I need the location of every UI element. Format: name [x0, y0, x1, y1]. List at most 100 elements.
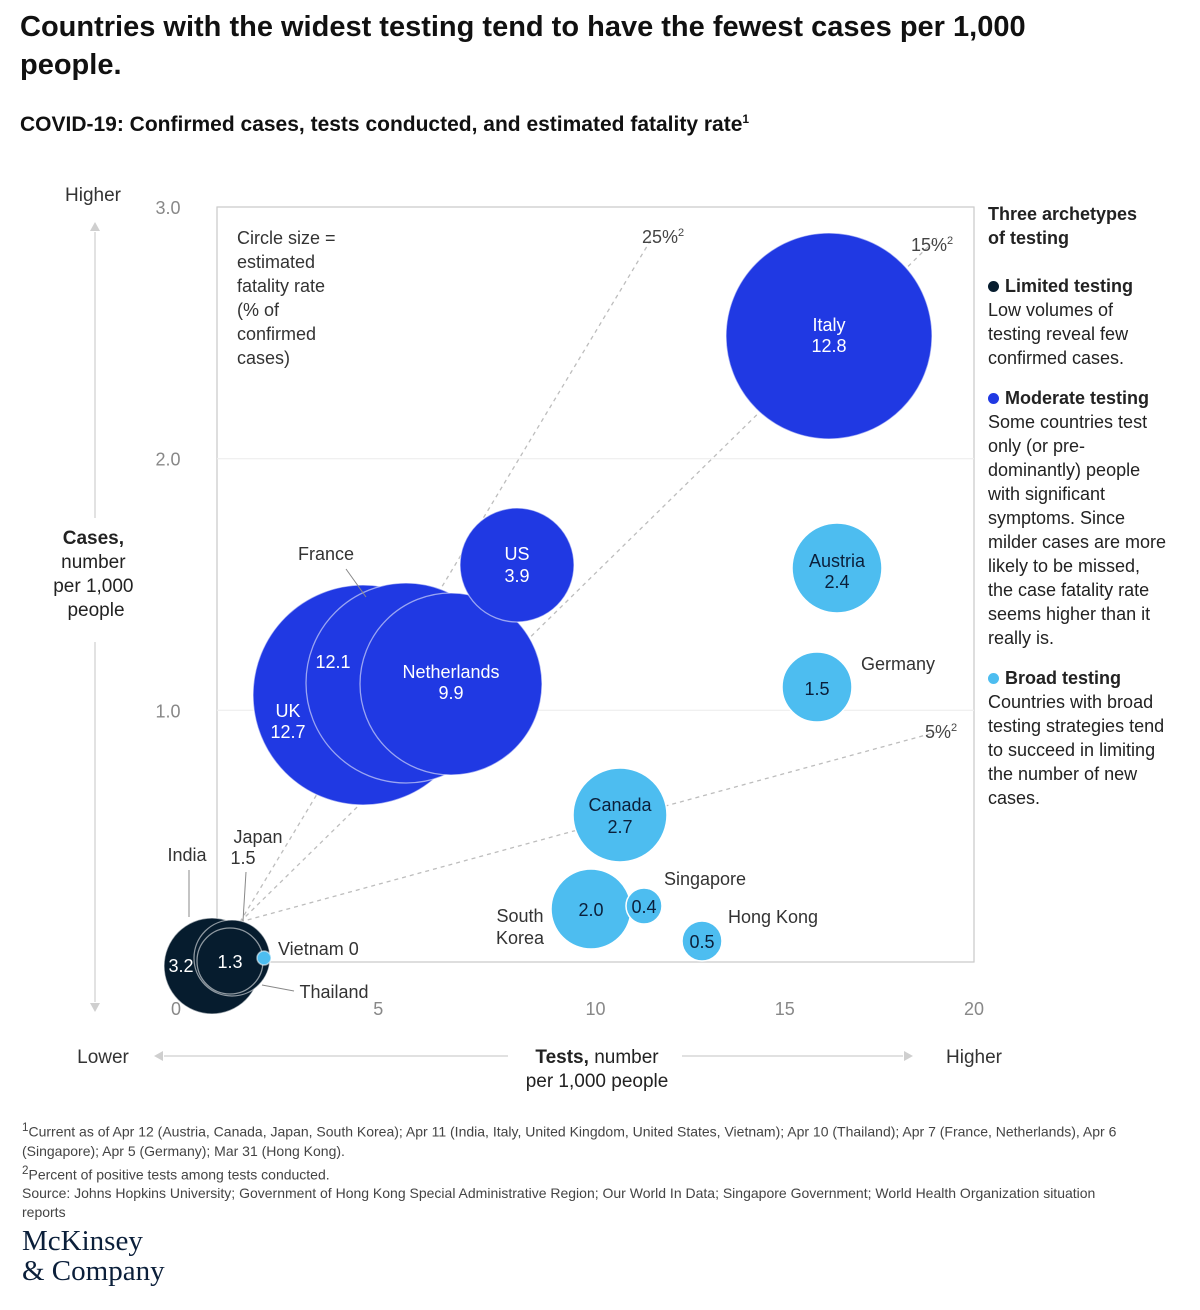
y-axis-arrow-down — [90, 1003, 100, 1012]
reference-line-value: 25% — [642, 227, 678, 247]
bubble-value: 0.5 — [689, 932, 714, 952]
logo-line: & Company — [22, 1255, 165, 1287]
legend-group-broad: Broad testing Countries with broad testi… — [988, 666, 1168, 810]
leader-line — [242, 871, 247, 922]
x-tick-label: 20 — [964, 999, 984, 1019]
axis-ticks: 0 5 10 15 20 1.0 2.0 3.0 — [155, 198, 984, 1019]
leader-line — [261, 984, 295, 992]
legend-group-desc: Some countries test only (or pre-dominan… — [988, 412, 1167, 648]
y-tick-label: 1.0 — [155, 701, 180, 721]
size-note-line: fatality rate — [237, 276, 325, 296]
bubble-value: 1.3 — [217, 952, 242, 972]
footnote-text: Percent of positive tests among tests co… — [28, 1166, 330, 1183]
x-tick-label: 15 — [775, 999, 795, 1019]
bubble-label: Austria — [809, 551, 866, 571]
footnote-1: 1Current as of Apr 12 (Austria, Canada, … — [22, 1118, 1122, 1161]
reference-line-value: 15% — [911, 235, 947, 255]
x-tick-label: 5 — [373, 999, 383, 1019]
y-axis-arrow-up — [90, 222, 100, 231]
legend-group-name: Moderate testing — [988, 386, 1168, 410]
bubble-label: Canada — [588, 795, 652, 815]
reference-line-note: 2 — [678, 227, 684, 239]
legend-heading: Three archetypes of testing — [988, 202, 1168, 250]
x-axis-title: Tests, number — [535, 1047, 659, 1068]
x-axis-low-label: Lower — [77, 1047, 129, 1068]
plot-frame — [216, 206, 975, 963]
bubble-value: 9.9 — [438, 683, 463, 703]
mckinsey-logo: McKinsey & Company — [22, 1226, 165, 1286]
bubble-label: Germany — [861, 654, 935, 674]
x-axis-title-rest: number — [594, 1047, 659, 1068]
bubble-label: Korea — [496, 928, 545, 948]
bubble-value: 2.7 — [607, 817, 632, 837]
legend-group-label: Limited testing — [1005, 276, 1134, 296]
size-note-line: Circle size = — [237, 228, 336, 248]
reference-line — [239, 237, 653, 923]
y-axis-title-line: per 1,000 — [53, 576, 133, 597]
bubble-label: Vietnam 0 — [278, 939, 359, 959]
bubble-label: US — [504, 544, 529, 564]
footnote-text: Current as of Apr 12 (Austria, Canada, J… — [22, 1123, 1117, 1159]
legend-group-desc: Countries with broad testing strategies … — [988, 692, 1165, 808]
footnote-mark: 2 — [22, 1163, 29, 1177]
source-note: Source: Johns Hopkins University; Govern… — [22, 1185, 1096, 1221]
size-note-line: cases) — [237, 348, 290, 368]
bubble-label: Thailand — [299, 982, 368, 1002]
bubble-value: 1.5 — [804, 679, 829, 699]
reference-line-note: 2 — [951, 722, 957, 734]
bubble-label: Italy — [812, 315, 845, 335]
bubble-us — [459, 507, 575, 623]
bubble-italy — [725, 232, 933, 440]
bubble-label: India — [167, 845, 207, 865]
logo-line: McKinsey — [22, 1225, 143, 1257]
chart-subtitle: COVID-19: Confirmed cases, tests conduct… — [20, 112, 749, 137]
bubbles — [163, 232, 933, 1015]
subtitle-text: COVID-19: Confirmed cases, tests conduct… — [20, 113, 743, 136]
bubble-value: 12.1 — [315, 652, 350, 672]
x-tick-label: 10 — [585, 999, 605, 1019]
y-tick-label: 2.0 — [155, 450, 180, 470]
chart-title: Countries with the widest testing tend t… — [20, 11, 1026, 81]
size-note-line: estimated — [237, 252, 315, 272]
reference-line-note: 2 — [947, 235, 953, 247]
limited-dot-icon — [988, 280, 999, 292]
bubble-value: 2.4 — [824, 572, 849, 592]
size-note-line: confirmed — [237, 324, 316, 344]
bubble-hong-kong — [681, 920, 723, 962]
reference-line-label: 5%2 — [925, 722, 957, 742]
size-note-line: (% of — [237, 300, 280, 320]
legend-group-desc: Low volumes of testing reveal few confir… — [988, 300, 1129, 368]
bubble-canada — [572, 767, 668, 863]
x-axis-title-line2: per 1,000 people — [526, 1071, 669, 1092]
reference-line-value: 5% — [925, 722, 951, 742]
footnote-mark: 1 — [22, 1121, 29, 1134]
reference-lines: 25%215%25%2 — [239, 227, 957, 923]
y-tick-label: 3.0 — [155, 198, 180, 218]
x-axis-title-bold: Tests, — [535, 1047, 589, 1068]
y-axis-title: Cases, number per 1,000 people — [53, 528, 139, 621]
bubble-value: 0.4 — [631, 897, 656, 917]
size-note: Circle size = estimated fatality rate (%… — [237, 228, 341, 368]
bubble-value: 12.8 — [811, 336, 846, 356]
bubble-label: Hong Kong — [728, 907, 818, 927]
bubble-austria — [791, 522, 883, 614]
x-axis-arrow-left — [154, 1051, 163, 1061]
y-axis-title-bold: Cases, — [63, 528, 124, 549]
y-axis-high-label: Higher — [65, 185, 122, 206]
bubble-vietnam — [256, 950, 272, 966]
reference-line-label: 25%2 — [642, 227, 684, 247]
bubble-label: Netherlands — [402, 662, 499, 682]
bubble-label: Singapore — [664, 869, 746, 889]
bubble-chart: 25%215%25%2 Italy12.8US3.9Netherlands9.9… — [53, 185, 1002, 1092]
legend-group-label: Broad testing — [1005, 668, 1122, 688]
x-axis-arrow-right — [904, 1051, 913, 1061]
bubble-label: South — [496, 906, 543, 926]
y-axis-title-line: people — [67, 600, 124, 621]
x-tick-label: 0 — [171, 999, 181, 1019]
legend-group-label: Moderate testing — [1005, 388, 1150, 408]
bubble-label: France — [298, 544, 354, 564]
legend-heading-line: of testing — [988, 228, 1069, 248]
bubble-value: 3.9 — [504, 566, 529, 586]
y-axis-title-line: number — [61, 552, 126, 573]
